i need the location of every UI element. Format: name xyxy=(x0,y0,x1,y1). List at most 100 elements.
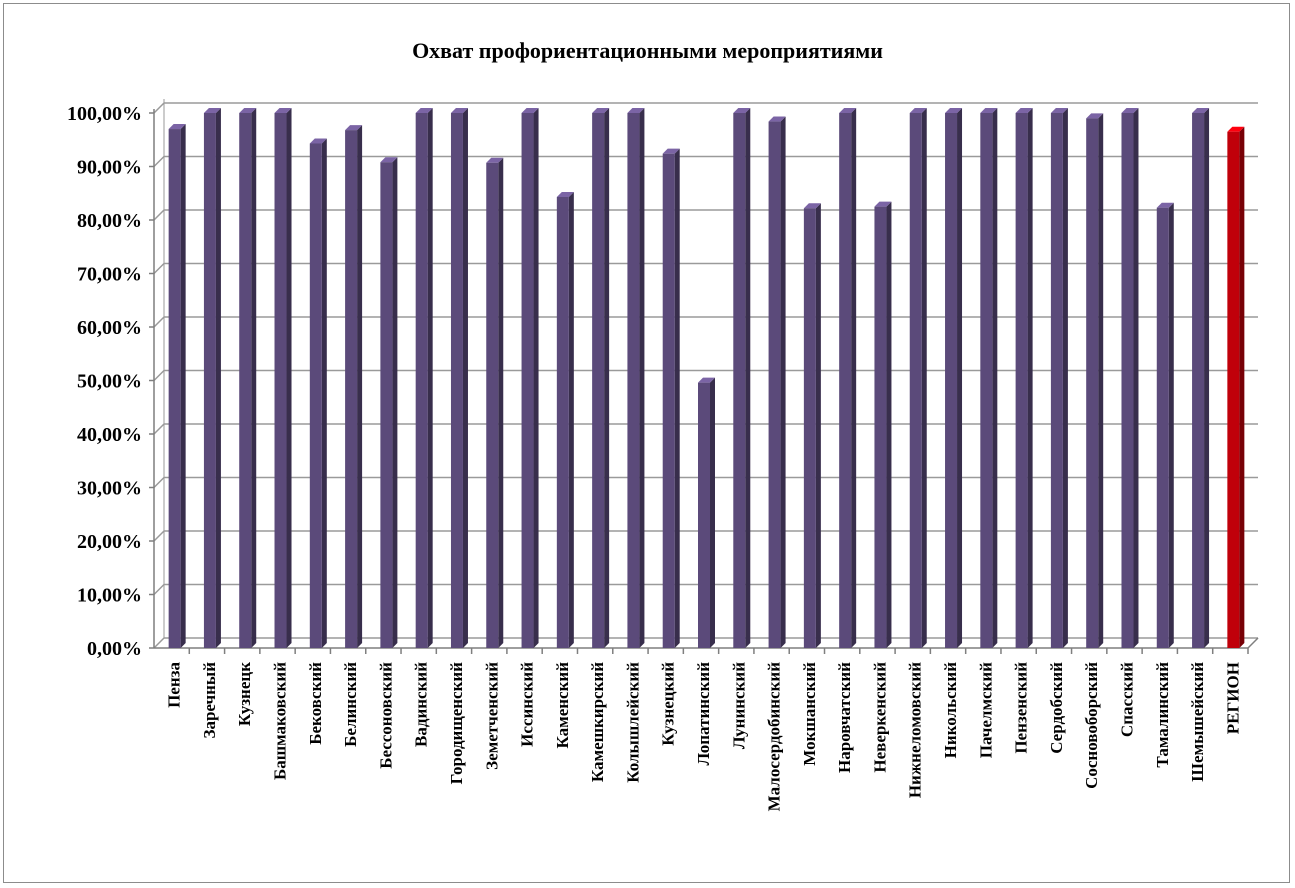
bar-front xyxy=(168,129,181,649)
x-tick-label: Спасский xyxy=(1117,662,1136,737)
x-tick-label: Каменский xyxy=(553,662,572,749)
bar xyxy=(1121,108,1139,648)
bar xyxy=(168,124,186,649)
bar-top xyxy=(415,108,433,113)
bar xyxy=(662,148,680,648)
bar-front xyxy=(698,382,710,648)
bar-front xyxy=(556,196,569,648)
bar-top xyxy=(1156,202,1174,208)
bar-top xyxy=(1050,108,1068,113)
bar xyxy=(1227,126,1245,649)
bar xyxy=(415,108,433,648)
x-tick-label: Тамалинский xyxy=(1153,662,1172,768)
bar-top xyxy=(592,108,610,113)
gridline-depth xyxy=(153,262,165,275)
bar-top xyxy=(168,124,186,130)
bar-top xyxy=(662,148,680,154)
bar-side xyxy=(321,138,327,648)
bar-top xyxy=(380,157,398,163)
bar xyxy=(239,108,257,648)
bar-front xyxy=(1192,113,1205,648)
bar xyxy=(980,108,998,648)
x-tick-label: Шемышейский xyxy=(1188,662,1207,782)
bar xyxy=(909,108,927,648)
bar xyxy=(839,108,857,648)
x-tick-label: Малосердобинский xyxy=(765,662,784,812)
x-tick-label: Лопатинский xyxy=(694,662,713,766)
bar xyxy=(203,108,221,648)
bar xyxy=(274,108,292,648)
bar-side xyxy=(639,108,645,648)
bar-top xyxy=(239,108,257,113)
bar-side xyxy=(1204,108,1210,648)
gridline-depth xyxy=(153,316,165,328)
x-tick-label: Камешкирский xyxy=(588,662,607,782)
bar-top xyxy=(521,108,539,113)
bar-top xyxy=(1015,108,1033,113)
bar-side xyxy=(251,108,257,648)
x-tick-label: Пенза xyxy=(165,662,184,708)
x-axis-depth xyxy=(1247,637,1259,649)
bar-top xyxy=(768,116,786,122)
bar-front xyxy=(486,162,499,648)
bar-side xyxy=(1168,202,1174,648)
bar xyxy=(556,191,574,648)
bar-top xyxy=(945,108,963,113)
bar-front xyxy=(627,113,640,648)
bar-top xyxy=(909,108,927,113)
bar xyxy=(1156,202,1174,648)
bar xyxy=(486,157,504,648)
bar-side xyxy=(710,377,715,648)
bar-front xyxy=(839,113,852,648)
gridline-depth xyxy=(153,369,165,382)
y-tick-label: 0,00% xyxy=(87,638,142,660)
bar-side xyxy=(357,125,363,649)
bar-side xyxy=(533,108,539,648)
bar-side xyxy=(427,108,433,648)
bar-side xyxy=(780,116,786,648)
bar-front xyxy=(274,113,287,648)
gridline-depth xyxy=(153,423,165,435)
x-tick-label: РЕГИОН xyxy=(1223,662,1242,734)
x-tick-label: Иссинский xyxy=(518,662,537,747)
x-tick-label: Заречный xyxy=(200,662,219,739)
bar xyxy=(380,157,398,648)
bar-side xyxy=(992,108,998,648)
gridline-depth xyxy=(153,209,165,221)
x-tick-label: Башмаковский xyxy=(271,662,290,780)
bar-front xyxy=(309,143,322,648)
bar-top xyxy=(486,157,504,163)
bar xyxy=(1086,113,1104,649)
gridline-depth xyxy=(153,476,165,489)
x-tick-label: Земетченский xyxy=(482,662,501,770)
bar-side xyxy=(1133,108,1139,648)
bar-front xyxy=(1086,118,1099,649)
bar-top xyxy=(980,108,998,113)
x-tick-label: Наровчатский xyxy=(835,662,854,773)
gridline-depth xyxy=(153,583,165,596)
bar-side xyxy=(674,148,680,648)
bar-side xyxy=(815,203,821,649)
bar-top xyxy=(698,377,715,383)
bar-front xyxy=(662,153,675,648)
bar xyxy=(592,108,610,648)
bar-front xyxy=(803,208,816,649)
bar-front xyxy=(945,113,958,648)
x-tick-label: Пензенский xyxy=(1012,662,1031,754)
bar-side xyxy=(215,108,221,648)
x-tick-label: Кузнецк xyxy=(235,662,254,726)
bar-top xyxy=(1227,126,1245,132)
x-tick-label: Колышлейский xyxy=(623,662,642,783)
bar-side xyxy=(462,108,468,648)
bar-front xyxy=(1121,113,1134,648)
bar-side xyxy=(851,108,857,648)
x-tick-label: Сердобский xyxy=(1047,662,1066,754)
bar-top xyxy=(450,108,468,113)
chart-title: Охват профориентационными мероприятиями xyxy=(412,38,883,63)
bar xyxy=(1015,108,1033,648)
bar-side xyxy=(921,108,927,648)
x-tick-label: Вадинский xyxy=(412,662,431,747)
bar-side xyxy=(498,157,504,648)
x-tick-label: Бессоновский xyxy=(376,662,395,769)
bar-side xyxy=(1098,113,1104,649)
